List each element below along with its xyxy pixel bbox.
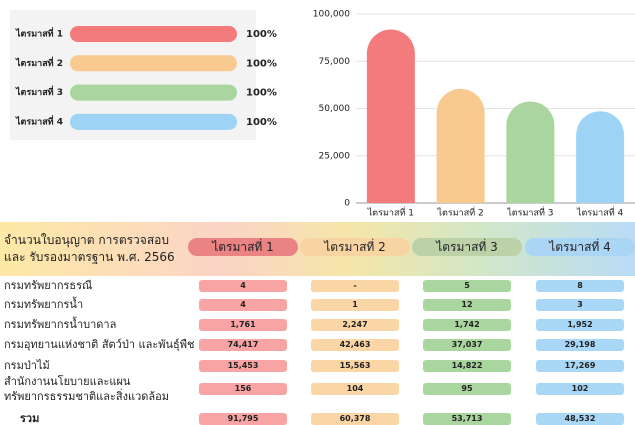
bar — [506, 101, 555, 203]
table-cell: 1,761 — [199, 319, 287, 331]
column-header: ไตรมาสที่ 4 — [525, 238, 635, 256]
table-cell: 53,713 — [423, 413, 511, 425]
table-cell: 37,037 — [423, 339, 511, 351]
row-label: กรมป่าไม้ — [4, 359, 50, 372]
row-label: กรมทรัพยากรธรณี — [4, 279, 93, 292]
table-cell: 4 — [199, 299, 287, 311]
x-tick-label: ไตรมาสที่ 2 — [437, 206, 484, 219]
row-label: กรมทรัพยากรน้ำบาดาล — [4, 318, 117, 331]
y-tick-label: 0 — [344, 199, 350, 209]
top-panel: ไตรมาสที่ 1 100% ไตรมาสที่ 2 100% ไตรมาสที่ … — [10, 10, 635, 219]
table-cell: 8 — [536, 280, 624, 292]
x-tick-label: ไตรมาสที่ 3 — [506, 206, 553, 219]
table-cell: 3 — [536, 299, 624, 311]
row-label: สำนักงานนโยบายและแผนทรัพยากรธรรมชาติและส… — [4, 375, 169, 403]
y-tick-label: 25,000 — [319, 151, 351, 161]
table-cell: - — [311, 280, 399, 292]
table-title: จำนวนใบอนุญาต การตรวจสอบ และ รับรองมาตรฐ… — [4, 233, 175, 264]
table-cell: 102 — [536, 383, 624, 395]
column-header: ไตรมาสที่ 1 — [188, 238, 298, 256]
table-cell: 95 — [423, 383, 511, 395]
table-cell: 1,742 — [423, 319, 511, 331]
column-header: ไตรมาสที่ 3 — [412, 238, 522, 256]
table-cell: 12 — [423, 299, 511, 311]
progress-label: ไตรมาสที่ 3 — [15, 85, 63, 98]
table-cell: 4 — [199, 280, 287, 292]
table-cell: 104 — [311, 383, 399, 395]
bar — [436, 88, 485, 203]
table-cell: 17,269 — [536, 360, 624, 372]
progress-value: 100% — [246, 29, 277, 40]
table-cell: 1 — [311, 299, 399, 311]
table-cell: 15,453 — [199, 360, 287, 372]
y-tick-label: 75,000 — [319, 57, 351, 67]
table-cell: 14,822 — [423, 360, 511, 372]
table-cell: 48,532 — [536, 413, 624, 425]
x-tick-label: ไตรมาสที่ 4 — [576, 206, 623, 219]
table-cell: 74,417 — [199, 339, 287, 351]
table-cell: 91,795 — [199, 413, 287, 425]
progress-bar — [70, 84, 237, 101]
table-cell: 15,563 — [311, 360, 399, 372]
progress-value: 100% — [246, 117, 277, 128]
table-cell: 42,463 — [311, 339, 399, 351]
total-label: รวม — [20, 412, 40, 425]
progress-bar — [70, 113, 237, 130]
progress-value: 100% — [246, 58, 277, 69]
table-cell: 156 — [199, 383, 287, 395]
progress-value: 100% — [246, 88, 277, 99]
progress-label: ไตรมาสที่ 2 — [15, 56, 63, 69]
x-tick-label: ไตรมาสที่ 1 — [367, 206, 414, 219]
y-tick-label: 50,000 — [319, 104, 351, 114]
progress-label: ไตรมาสที่ 4 — [15, 114, 63, 127]
row-label: กรมทรัพยากรน้ำ — [4, 298, 84, 311]
table-cell: 5 — [423, 280, 511, 292]
progress-label: ไตรมาสที่ 1 — [15, 27, 63, 40]
y-tick-label: 100,000 — [313, 10, 350, 20]
row-label: กรมอุทยานแห่งชาติ สัตว์ป่า และพันธุ์พืช — [4, 338, 195, 351]
table-cell: 60,378 — [311, 413, 399, 425]
progress-bar — [70, 55, 237, 72]
table-cell: 2,247 — [311, 319, 399, 331]
table-cell: 29,198 — [536, 339, 624, 351]
bar — [366, 29, 415, 204]
bar — [576, 111, 625, 203]
progress-bar — [70, 26, 237, 42]
table-cell: 1,952 — [536, 319, 624, 331]
column-header: ไตรมาสที่ 2 — [300, 238, 410, 256]
